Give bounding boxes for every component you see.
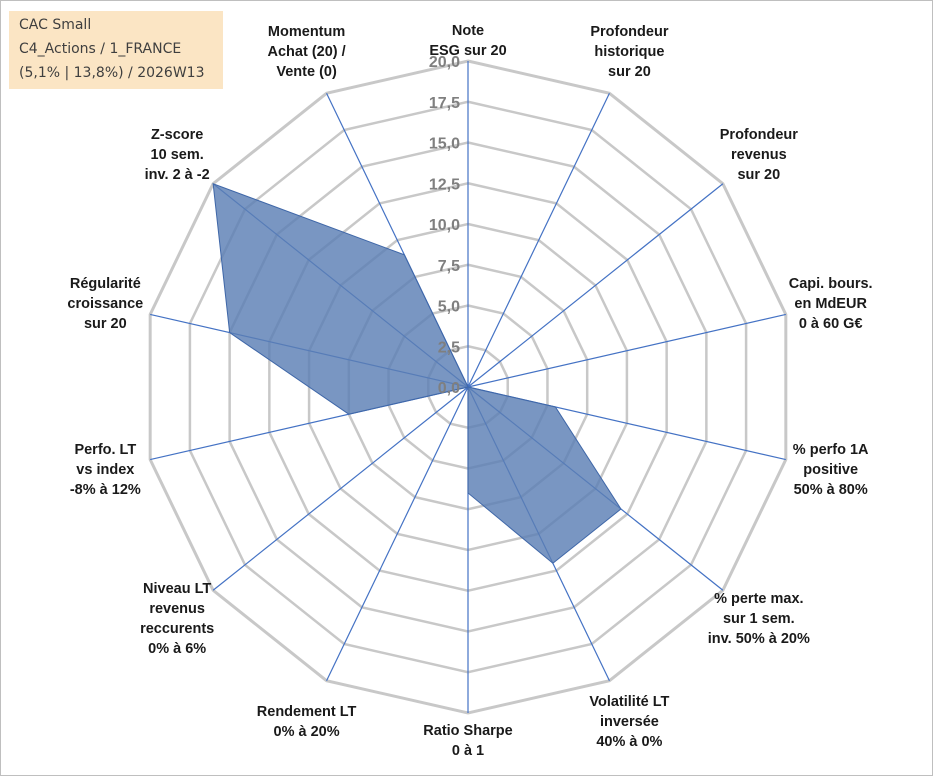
category-label-line: sur 20 [84, 316, 127, 332]
category-label-line: Perfo. LT [74, 442, 136, 458]
category-label-line: Z-score [151, 127, 203, 143]
tick-label: 5,0 [438, 299, 460, 316]
tick-label: 2,5 [438, 339, 460, 356]
category-label-line: % perfo 1A [793, 442, 869, 458]
category-label-2: Profondeur revenus sur 20 [720, 127, 798, 183]
category-label-line: Régularité [70, 276, 141, 292]
category-label-line: positive [803, 462, 858, 478]
category-label-line: 0 à 60 G€ [799, 316, 863, 332]
category-label-line: Profondeur [720, 127, 798, 143]
category-label-line: Momentum [268, 24, 345, 40]
category-label-line: 40% à 0% [596, 734, 662, 750]
info-title: CAC Small [19, 13, 223, 37]
category-label-line: 0% à 6% [148, 641, 206, 657]
category-label-line: inversée [600, 714, 659, 730]
category-label-3: Capi. bours. en MdEUR 0 à 60 G€ [789, 276, 873, 332]
category-label-4: % perfo 1A positive 50% à 80% [793, 442, 869, 498]
category-label-line: sur 1 sem. [723, 611, 795, 627]
tick-label: 17,5 [429, 95, 460, 112]
category-label-line: croissance [67, 296, 143, 312]
info-box: CAC Small C4_Actions / 1_FRANCE (5,1% | … [9, 11, 223, 89]
category-label-line: % perte max. [714, 591, 803, 607]
tick-label: 0,0 [438, 380, 460, 397]
category-label-line: sur 20 [737, 167, 780, 183]
category-label-line: revenus [731, 147, 787, 163]
category-label-line: Rendement LT [257, 704, 357, 720]
tick-label: 12,5 [429, 176, 460, 193]
category-label-line: inv. 2 à -2 [145, 167, 210, 183]
category-label-line: Profondeur [590, 24, 668, 40]
category-label-8: Rendement LT 0% à 20% [257, 704, 357, 740]
category-label-line: revenus [149, 601, 205, 617]
category-label-line: -8% à 12% [70, 482, 141, 498]
category-label-line: en MdEUR [794, 296, 867, 312]
spoke-1 [468, 93, 609, 387]
category-label-line: inv. 50% à 20% [708, 631, 810, 647]
category-label-line: vs index [76, 462, 134, 478]
category-label-line: Vente (0) [276, 64, 337, 80]
category-label-9: Niveau LT revenus reccurents 0% à 6% [140, 581, 214, 657]
radar-series [213, 184, 621, 564]
series-area-0 [213, 184, 621, 563]
category-label-line: ESG sur 20 [429, 43, 506, 59]
category-label-0: Note ESG sur 20 [429, 23, 506, 59]
category-label-line: sur 20 [608, 64, 651, 80]
category-label-11: Régularité croissance sur 20 [67, 276, 143, 332]
category-label-6: Volatilité LT inversée 40% à 0% [589, 694, 669, 750]
category-label-line: Capi. bours. [789, 276, 873, 292]
category-label-line: Niveau LT [143, 581, 211, 597]
category-label-line: Note [452, 23, 484, 39]
category-label-12: Z-score 10 sem. inv. 2 à -2 [145, 127, 210, 183]
category-label-10: Perfo. LT vs index -8% à 12% [70, 442, 141, 498]
category-label-line: 0% à 20% [274, 724, 340, 740]
category-label-line: 50% à 80% [794, 482, 868, 498]
category-label-line: 0 à 1 [452, 743, 484, 759]
category-label-7: Ratio Sharpe 0 à 1 [423, 723, 512, 759]
tick-label: 7,5 [438, 258, 460, 275]
tick-label: 10,0 [429, 217, 460, 234]
tick-label: 15,0 [429, 136, 460, 153]
category-label-line: 10 sem. [151, 147, 204, 163]
info-period: (5,1% | 13,8%) / 2026W13 [19, 61, 223, 85]
category-label-1: Profondeur historique sur 20 [590, 24, 668, 80]
category-label-line: reccurents [140, 621, 214, 637]
category-label-line: Ratio Sharpe [423, 723, 512, 739]
category-label-5: % perte max. sur 1 sem. inv. 50% à 20% [708, 591, 810, 647]
category-label-13: Momentum Achat (20) / Vente (0) [268, 24, 346, 80]
category-label-line: historique [594, 44, 664, 60]
spoke-8 [327, 387, 468, 681]
category-label-line: Achat (20) / [268, 44, 346, 60]
info-universe: C4_Actions / 1_FRANCE [19, 37, 223, 61]
category-label-line: Volatilité LT [589, 694, 669, 710]
